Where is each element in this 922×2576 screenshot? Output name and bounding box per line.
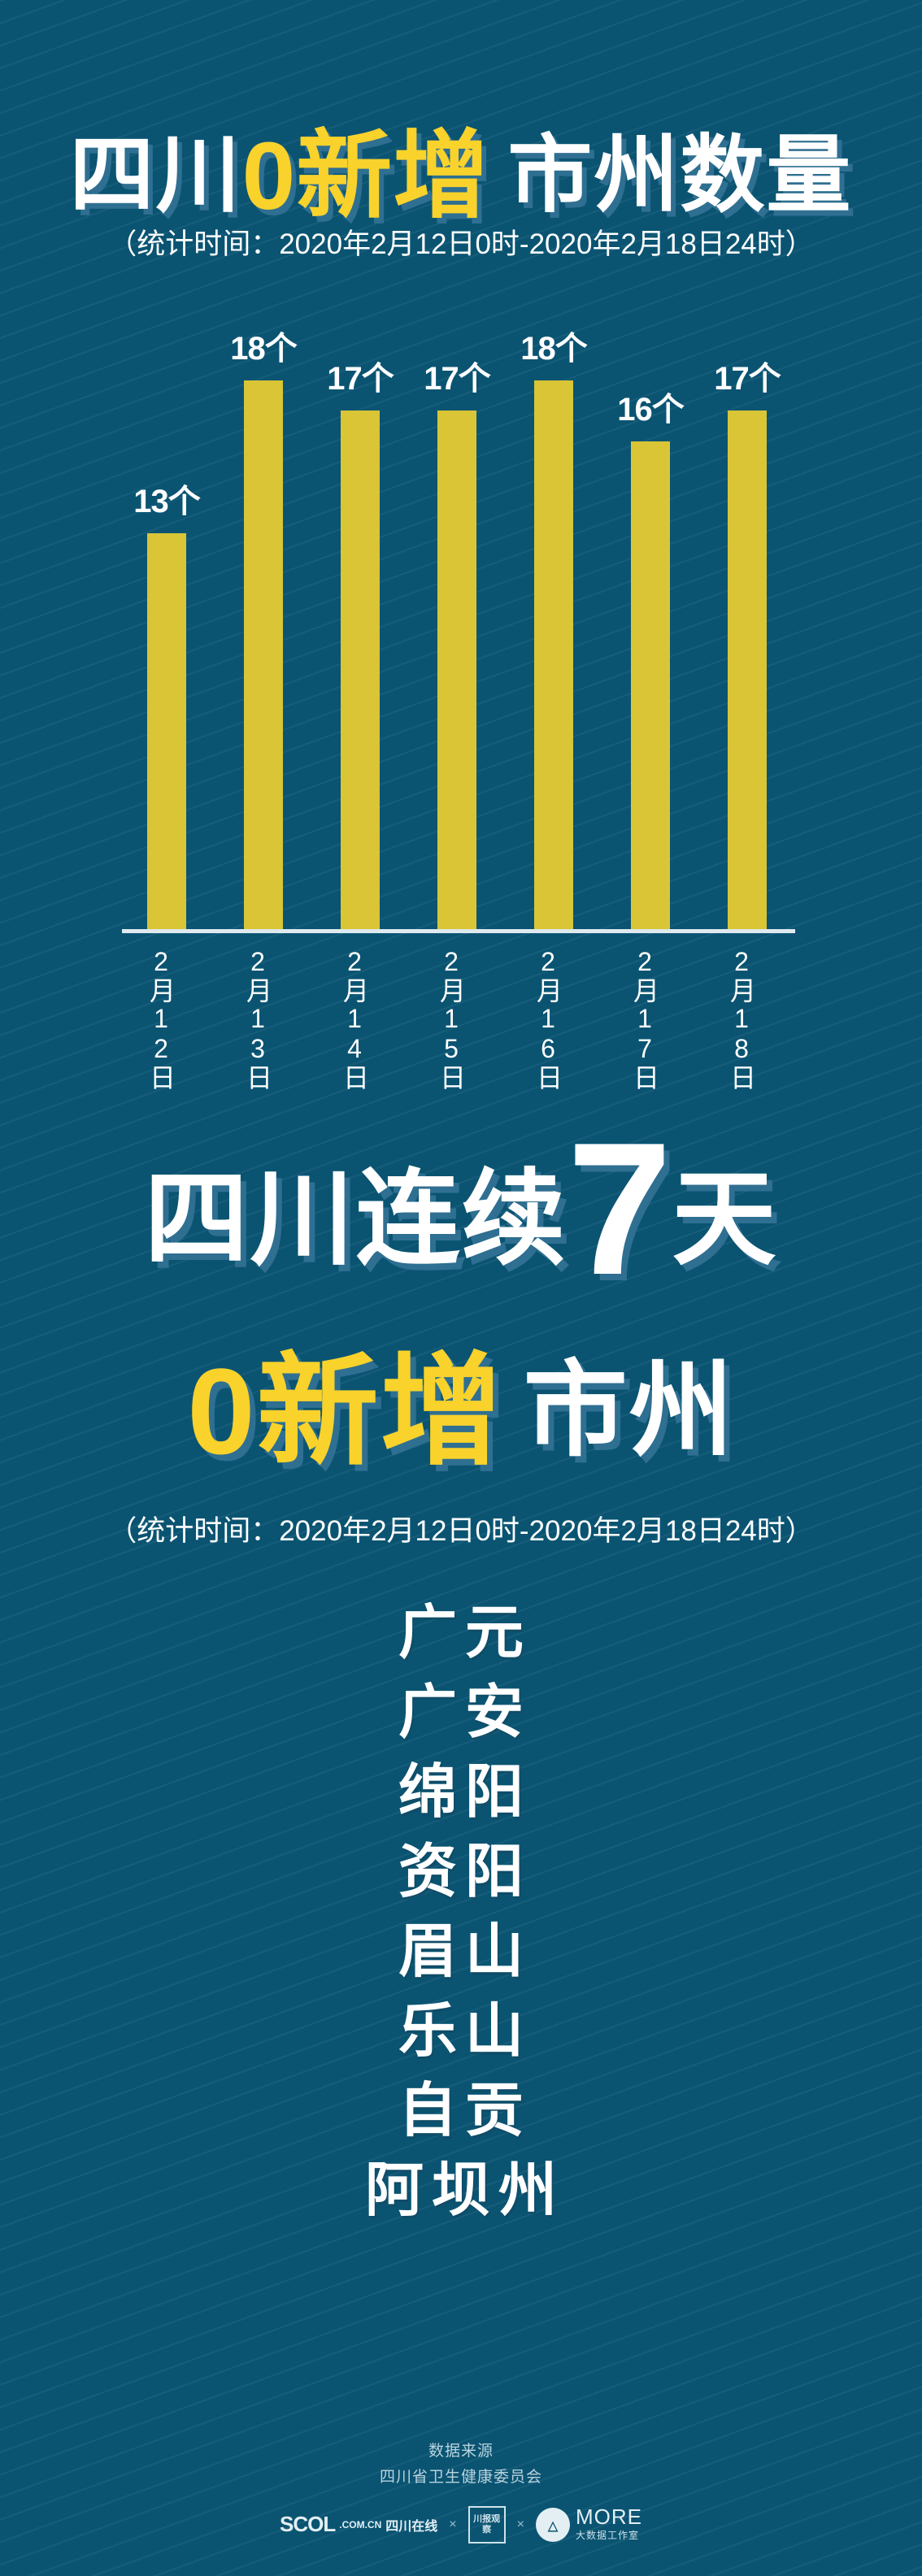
bar-slot: 17个 — [702, 350, 792, 931]
x-axis-tick-label: 2月13日 — [243, 947, 272, 1091]
data-source-label: 数据来源 — [428, 2443, 494, 2460]
chart-bar[interactable] — [728, 411, 767, 931]
x-axis-tick-label: 2月12日 — [146, 947, 176, 1091]
bar-value-label: 17个 — [424, 361, 491, 397]
title-part-sichuan: 四川 — [69, 128, 242, 223]
more-chinese-name: 大数据工作室 — [575, 2530, 639, 2542]
x-axis-tick-label: 2月14日 — [340, 947, 369, 1091]
bar-slot: 16个 — [606, 350, 695, 931]
city-list: 广元 广安 绵阳 资阳 眉山 乐山 自贡 阿坝州 — [0, 1593, 922, 2231]
section2-headline-line1: 四川连续7天 — [0, 1115, 922, 1304]
list-item: 眉山 — [398, 1919, 532, 1984]
scol-logo[interactable]: SCOL .COM.CN 四川在线 — [280, 2512, 437, 2537]
chart-bar[interactable] — [341, 411, 380, 931]
bar-value-label: 13个 — [133, 483, 201, 519]
bar-value-label: 17个 — [714, 361, 781, 397]
x-axis-tick-label: 2月16日 — [533, 947, 563, 1091]
list-item: 阿坝州 — [364, 2158, 565, 2223]
section2-text-cities: 市州 — [523, 1353, 735, 1469]
list-item: 绵阳 — [398, 1760, 532, 1825]
list-item: 乐山 — [398, 1999, 532, 2064]
bar-slot: 17个 — [412, 350, 502, 931]
bar-value-label: 18个 — [520, 330, 588, 367]
logo-separator-icon: × — [516, 2517, 524, 2531]
page-title: 四川0新增 市州数量 — [0, 98, 922, 237]
chart-bar[interactable] — [437, 411, 476, 931]
more-logo[interactable]: ▵ MORE 大数据工作室 — [535, 2504, 642, 2543]
bar-value-label: 17个 — [327, 361, 394, 397]
bar-slot: 13个 — [122, 350, 211, 931]
scol-chinese-name: 四川在线 — [385, 2519, 438, 2534]
chart-bar[interactable] — [534, 380, 573, 931]
title-subtitle: （统计时间：2020年2月12日0时-2020年2月18日24时） — [108, 228, 814, 260]
section2-subtitle: （统计时间：2020年2月12日0时-2020年2月18日24时） — [108, 1515, 814, 1547]
footer: 数据来源 四川省卫生健康委员会 SCOL .COM.CN 四川在线 × 川报观察… — [0, 2439, 922, 2543]
chart-bar[interactable] — [631, 441, 670, 931]
bar-slot: 18个 — [509, 331, 598, 931]
section2-days-number: 7 — [567, 1104, 672, 1314]
list-item: 广安 — [398, 1680, 532, 1745]
chart-bar[interactable] — [244, 380, 283, 931]
list-item: 广元 — [398, 1601, 532, 1666]
x-axis-tick-label: 2月17日 — [630, 947, 659, 1091]
title-part-zero-new: 0新增 — [241, 123, 490, 230]
scol-domain: .COM.CN — [339, 2518, 382, 2530]
x-axis-tick-label: 2月15日 — [437, 947, 466, 1091]
section2-text-continuous: 四川连续 — [144, 1161, 568, 1278]
chuanbao-logo[interactable]: 川报观察 — [468, 2505, 506, 2543]
scol-wordmark: SCOL — [280, 2512, 336, 2537]
more-wordmark: MORE — [575, 2504, 642, 2530]
chart-bar[interactable] — [147, 532, 186, 931]
title-part-count: 市州数量 — [507, 128, 853, 223]
footer-logo-row: SCOL .COM.CN 四川在线 × 川报观察 × ▵ MORE 大数据工作室 — [0, 2504, 922, 2543]
section2-text-zero-new: 0新增 — [187, 1343, 504, 1479]
bar-slot: 17个 — [315, 350, 405, 931]
data-source-name: 四川省卫生健康委员会 — [379, 2469, 542, 2487]
logo-separator-icon: × — [449, 2517, 457, 2531]
bar-value-label: 18个 — [230, 330, 298, 367]
list-item: 资阳 — [398, 1840, 532, 1905]
bar-value-label: 16个 — [617, 391, 685, 428]
section2-text-days: 天 — [672, 1161, 778, 1278]
chart-x-axis-line — [122, 929, 795, 933]
x-axis-tick-label: 2月18日 — [727, 947, 756, 1091]
bar-slot: 18个 — [219, 331, 308, 931]
bar-chart: 13个 18个 17个 17个 18个 16个 17个 — [122, 331, 805, 931]
more-mark-icon: ▵ — [535, 2507, 570, 2542]
list-item: 自贡 — [398, 2079, 532, 2144]
section2-headline-line2: 0新增 市州 — [0, 1313, 922, 1489]
